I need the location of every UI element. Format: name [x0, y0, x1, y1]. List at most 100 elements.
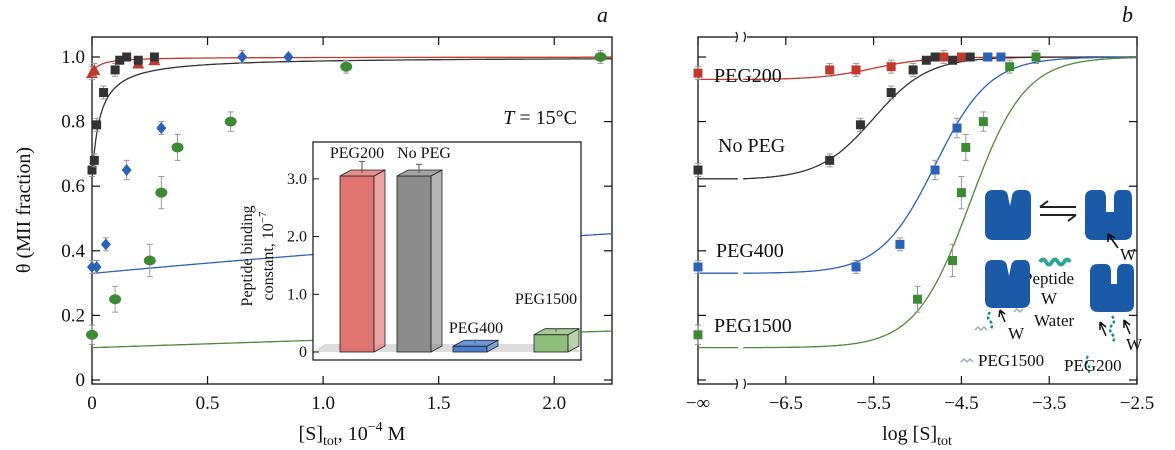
data-point-peg200 — [88, 63, 101, 75]
panel-b: b −∞ −6.5 −5.5 −4.5 −3.5 −2.5 log [S]tot PEG2… — [686, 2, 1154, 449]
data-point-peg400 — [930, 165, 940, 175]
data-point-peg200 — [939, 52, 949, 62]
data-point-peg1500 — [86, 329, 98, 340]
w-arrow-1 — [1107, 233, 1119, 249]
fit-curve-peg400 — [698, 56, 1137, 274]
y-tick-label: 0.8 — [61, 112, 85, 133]
data-point-peg400 — [121, 164, 132, 177]
peptide-label: Peptide — [1023, 269, 1074, 288]
data-point-peg200 — [825, 65, 835, 75]
inset-content: 0 1.0 2.0 3.0 PEG200 No PEG PEG400 PEG1500 — [287, 145, 581, 361]
data-point-peg1500 — [1005, 62, 1015, 72]
data-point-peg400 — [100, 238, 111, 251]
inset-bar-front — [452, 345, 488, 353]
panel-b-xlabel: log [S]tot — [882, 423, 952, 449]
data-point-peg1500 — [594, 52, 607, 62]
data-point-nopeg — [965, 52, 975, 62]
peg1500-glyph-1 — [974, 325, 988, 332]
series-label-peg200: PEG200 — [714, 65, 782, 87]
data-point-nopeg — [948, 55, 958, 65]
panel-b-data-points — [693, 50, 1041, 345]
peg1500-scheme-label: PEG1500 — [978, 351, 1044, 370]
inset-bar-side — [373, 169, 386, 353]
panel-a-ylabel: θ (MII fraction) — [13, 147, 35, 273]
inset-bar-label: PEG200 — [330, 145, 384, 162]
data-point-nopeg — [149, 52, 159, 62]
data-point-nopeg — [930, 52, 940, 62]
data-point-nopeg — [122, 52, 132, 62]
temperature-annotation: T = 15°C — [503, 107, 577, 129]
data-point-peg1500 — [948, 255, 958, 265]
data-point-peg1500 — [109, 294, 122, 305]
data-point-peg200 — [886, 62, 896, 72]
data-point-nopeg — [855, 120, 865, 130]
peg1500-glyph-legend — [960, 357, 974, 364]
data-point-peg400 — [283, 51, 294, 63]
data-point-peg400 — [156, 122, 167, 135]
inset-bar-label: No PEG — [397, 145, 451, 162]
x-tick-label: 1.5 — [427, 393, 451, 414]
inset-y-tick-label: 2.0 — [287, 229, 307, 246]
panel-a-letter: a — [597, 2, 608, 27]
w-arrow-2 — [998, 309, 1006, 323]
data-point-peg1500 — [155, 187, 168, 198]
data-point-peg200 — [851, 65, 861, 75]
axis-break-mark — [735, 31, 746, 43]
data-point-nopeg — [99, 88, 109, 98]
fit-curve-peg200 — [92, 56, 612, 74]
panel-b-frame — [697, 36, 1138, 385]
panel-b-fit-curves — [698, 56, 1137, 349]
y-tick-label: 0.2 — [61, 305, 85, 326]
data-point-peg400 — [91, 260, 102, 273]
data-point-peg400 — [895, 239, 905, 249]
fit-curve-peg1500 — [698, 56, 1137, 349]
w-label-3: W — [1008, 324, 1025, 343]
data-point-peg200 — [956, 52, 966, 62]
w-arrow-3 — [1099, 321, 1107, 337]
peg-chain-far — [1085, 355, 1091, 375]
panel-a: a 0 0.2 0.4 0.6 0.8 1.0 0 0.5 1.0 1.5 2.0 θ (MII … — [13, 2, 613, 449]
series-label-peg1500: PEG1500 — [714, 315, 792, 337]
inset-y-tick-label: 3.0 — [287, 171, 307, 188]
inset-bar-label: PEG400 — [449, 320, 503, 337]
series-label-peg400: PEG400 — [716, 240, 784, 262]
axis-break-gap — [736, 376, 747, 392]
series-label-nopeg: No PEG — [718, 135, 785, 157]
data-point-peg400 — [693, 262, 703, 272]
peg-chain-right — [1108, 315, 1116, 344]
x-tick-label: 0 — [87, 393, 97, 414]
peg1500-glyph-2 — [1013, 307, 1024, 314]
data-point-peg200 — [693, 68, 703, 78]
x-tick-label: 1.0 — [311, 393, 335, 414]
data-point-peg1500 — [956, 188, 966, 198]
w-label-1: W — [1120, 245, 1137, 264]
axis-break-gap — [736, 29, 747, 45]
w-arrow-4 — [1123, 319, 1131, 335]
protein-shape-peg200 — [1090, 264, 1134, 312]
data-point-nopeg — [92, 120, 102, 130]
peg-chain-left — [986, 311, 994, 331]
inset-bar-side — [430, 169, 443, 353]
data-point-nopeg — [693, 165, 703, 175]
panel-b-letter: b — [1122, 2, 1133, 27]
x-tick-label: −4.5 — [944, 393, 978, 414]
data-point-peg1500 — [961, 142, 971, 152]
w-label-4: W — [1126, 335, 1143, 354]
x-tick-label: −6.5 — [769, 393, 803, 414]
panel-a-x-ticks: 0 0.5 1.0 1.5 2.0 — [87, 37, 566, 414]
data-point-nopeg — [825, 155, 835, 165]
x-tick-label: −5.5 — [856, 393, 890, 414]
data-point-peg1500 — [978, 117, 988, 127]
data-point-peg1500 — [1031, 52, 1041, 62]
y-tick-label: 0 — [76, 370, 86, 391]
peptide-wave — [1038, 257, 1072, 267]
data-point-nopeg — [89, 155, 99, 165]
panel-a-y-ticks: 0 0.2 0.4 0.6 0.8 1.0 — [61, 47, 612, 391]
fit-curve-nopeg — [698, 56, 1137, 180]
data-point-nopeg — [921, 55, 931, 65]
panel-b-x-ticks: −∞ −6.5 −5.5 −4.5 −3.5 −2.5 — [686, 37, 1154, 414]
data-point-nopeg — [886, 88, 896, 98]
y-tick-label: 0.4 — [61, 241, 85, 262]
data-point-nopeg — [133, 55, 143, 65]
